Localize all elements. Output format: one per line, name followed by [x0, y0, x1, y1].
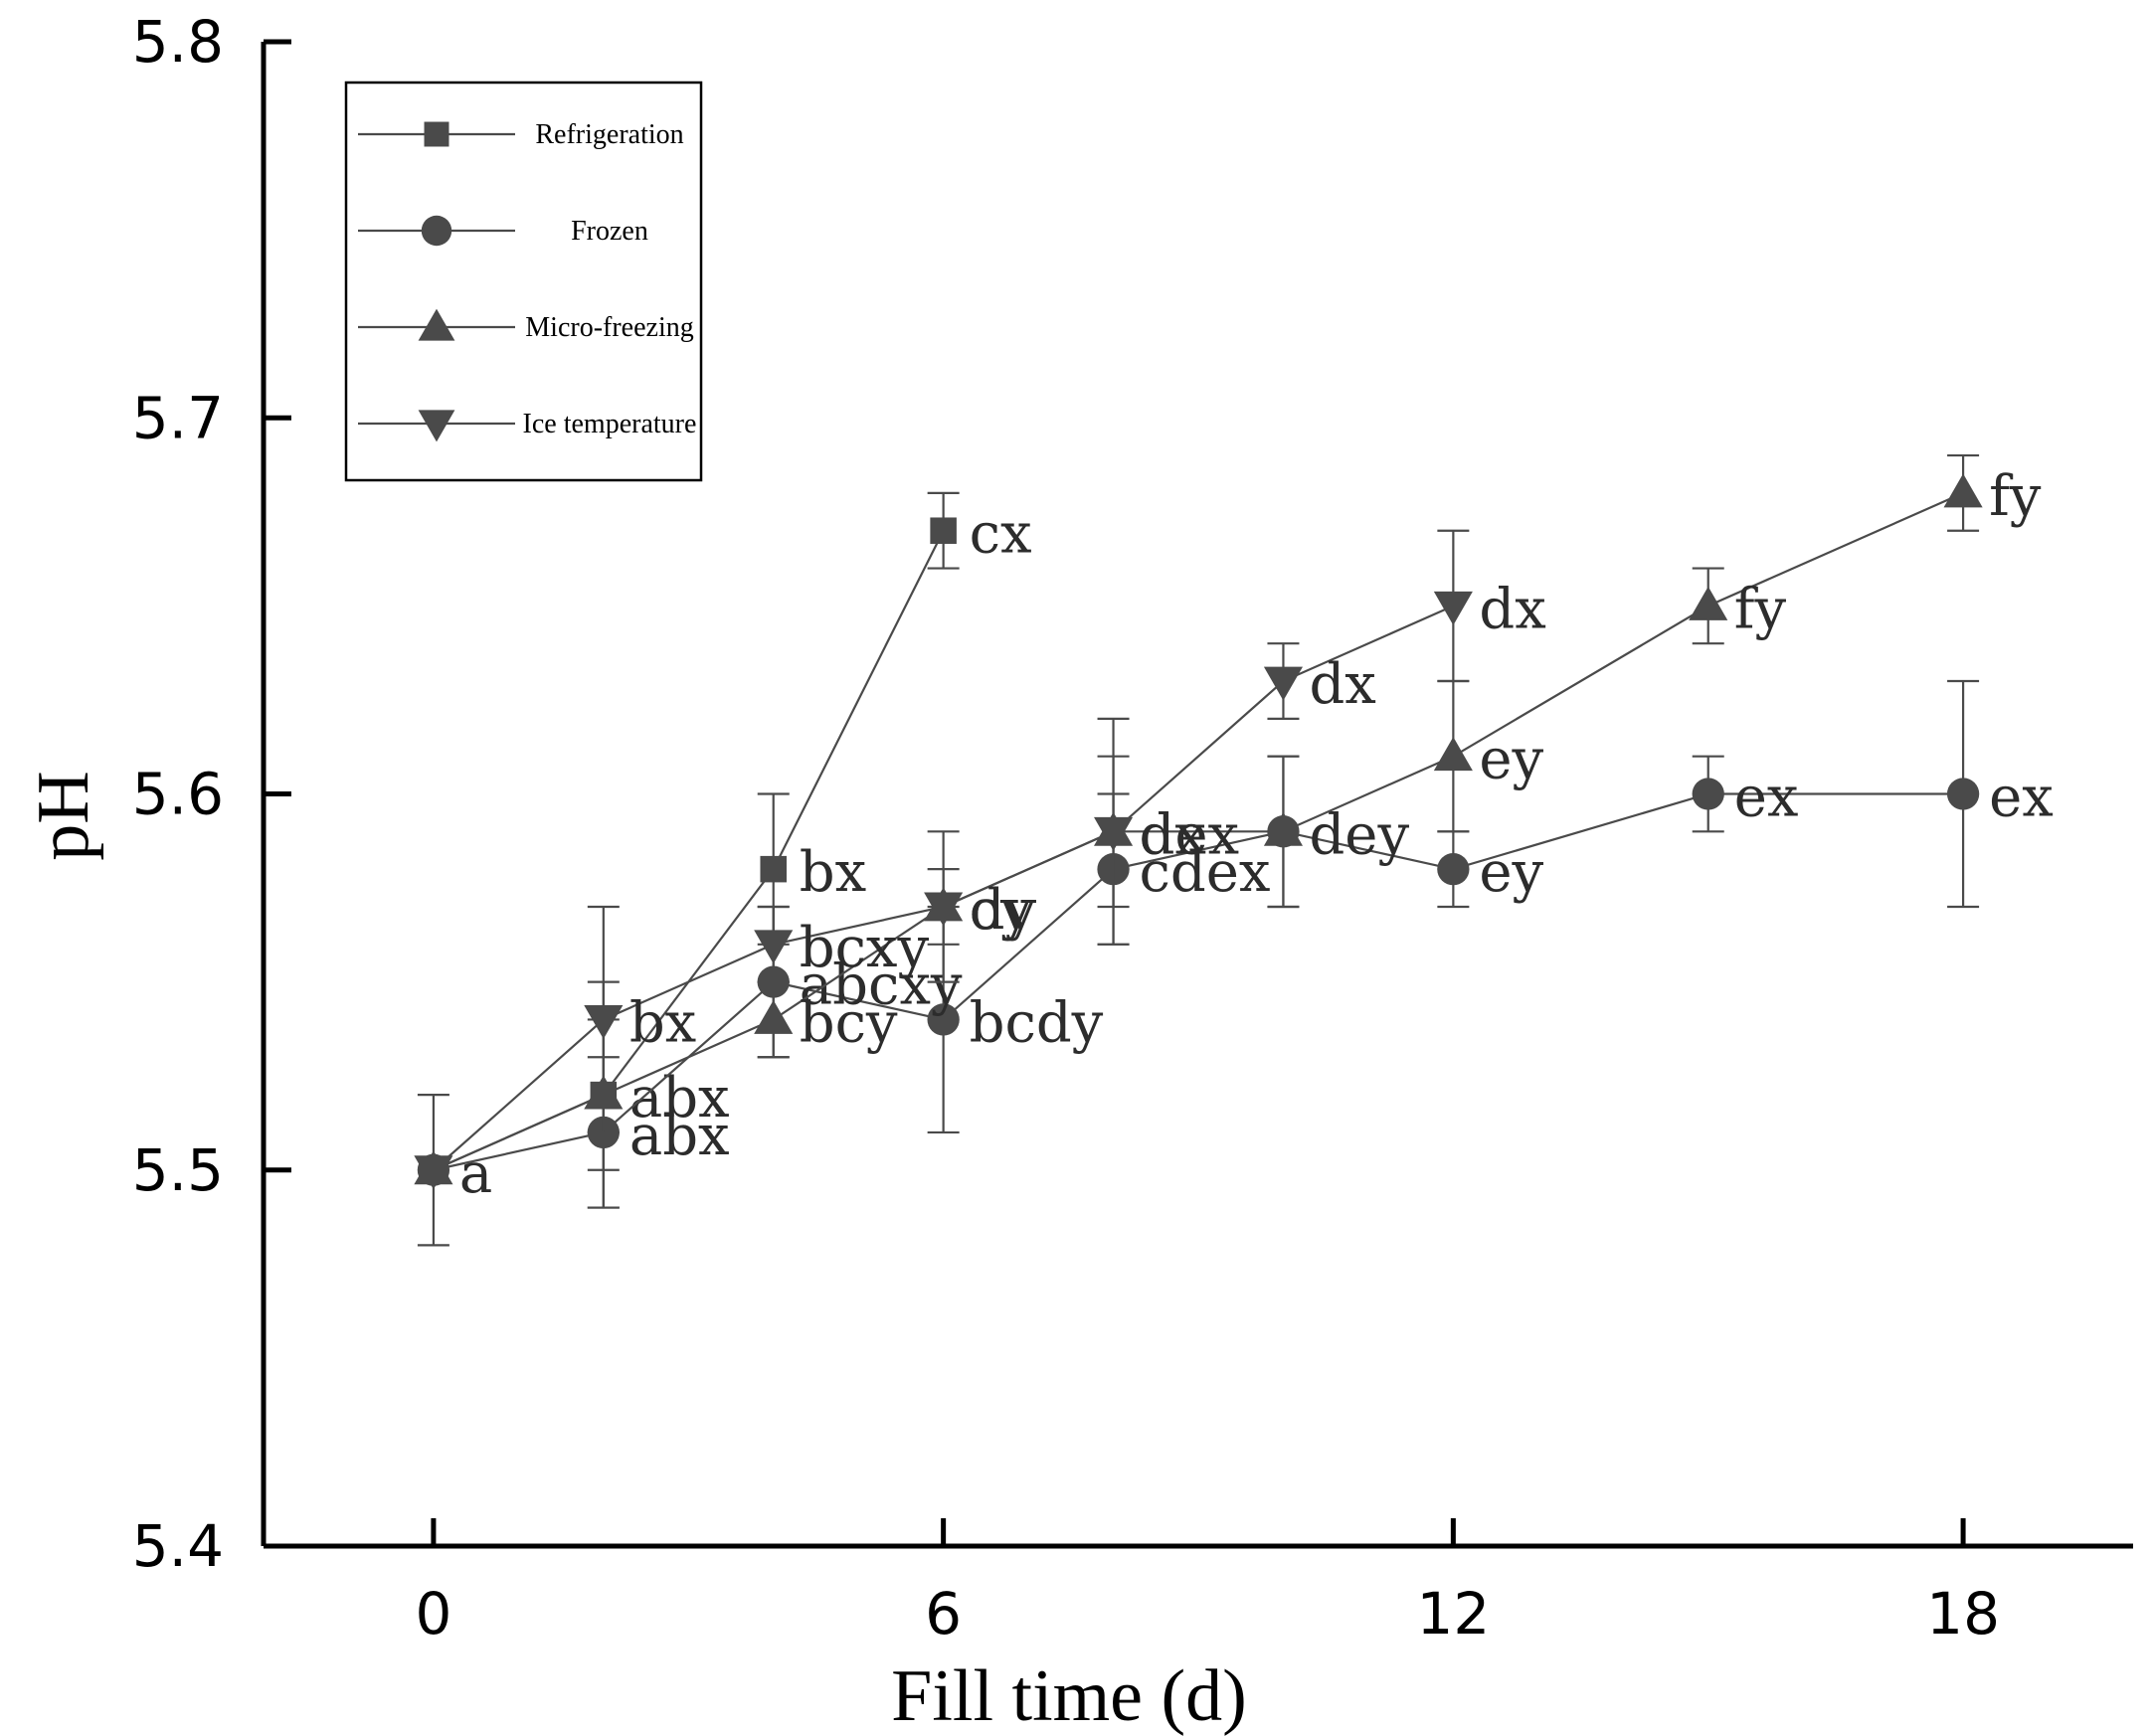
legend-label: Refrigeration — [535, 119, 683, 150]
data-label: abx — [629, 1104, 730, 1168]
data-label: dx — [1140, 802, 1206, 867]
data-point-ice-temperature — [1093, 816, 1134, 851]
data-label: ey — [1479, 840, 1543, 905]
legend-item-frozen: Frozen — [358, 215, 648, 247]
data-label: dx — [1479, 577, 1545, 641]
data-label: ex — [1734, 766, 1799, 830]
data-point-refrigeration — [760, 855, 787, 883]
data-label: dx — [1309, 652, 1375, 717]
data-point-micro-freezing — [1943, 473, 1983, 508]
data-label: bx — [800, 840, 866, 905]
y-tick-label: 5.5 — [132, 1136, 224, 1204]
x-tick-label: 6 — [925, 1580, 962, 1648]
data-point-frozen — [1946, 778, 1980, 810]
axes: 5.4 5.5 5.6 5.7 5.8 0 6 12 18 — [132, 8, 2133, 1648]
data-label: dex — [1140, 802, 1240, 867]
data-label: cy — [970, 878, 1032, 943]
data-label: bcy — [800, 990, 898, 1055]
legend-label: Micro-freezing — [525, 312, 693, 343]
data-label: dy — [970, 878, 1037, 943]
data-point-refrigeration — [930, 517, 957, 544]
legend-item-ice-temperature: Ice temperature — [358, 409, 697, 442]
legend-marker — [418, 410, 455, 442]
data-label: bx — [629, 990, 696, 1055]
data-label: ex — [1989, 766, 2054, 830]
data-point-ice-temperature — [584, 1005, 624, 1039]
data-point-ice-temperature — [754, 930, 794, 964]
y-tick-label: 5.6 — [132, 761, 224, 828]
x-tick-label: 18 — [1926, 1580, 2000, 1648]
x-tick-label: 0 — [415, 1580, 451, 1648]
y-tick-label: 5.7 — [132, 384, 224, 451]
data-point-micro-freezing — [1689, 586, 1728, 620]
data-point-frozen — [927, 1003, 960, 1036]
data-point-frozen — [1437, 853, 1470, 886]
data-point-ice-temperature — [1263, 666, 1304, 701]
data-point-micro-freezing — [754, 999, 794, 1034]
legend-marker — [424, 121, 449, 147]
x-axis-title: Fill time (d) — [891, 1655, 1247, 1736]
data-point-ice-temperature — [414, 1155, 453, 1190]
y-axis-title: pH — [23, 771, 104, 860]
legend-box — [344, 81, 703, 482]
legend-item-micro-freezing: Micro-freezing — [358, 308, 694, 343]
data-label: fy — [1989, 464, 2042, 529]
data-point-frozen — [1692, 778, 1724, 810]
data-point-ice-temperature — [1433, 591, 1473, 625]
data-label: cx — [970, 502, 1032, 567]
y-tick-label: 5.4 — [132, 1512, 224, 1580]
legend: Refrigeration Frozen Micro-freezing Ice tem… — [344, 81, 703, 482]
legend-marker — [418, 308, 455, 341]
data-point-micro-freezing — [1263, 811, 1304, 846]
data-point-ice-temperature — [924, 892, 964, 927]
data-label: cdex — [1140, 840, 1271, 905]
legend-item-refrigeration: Refrigeration — [358, 119, 684, 150]
data-label: bcxy — [800, 916, 930, 980]
legend-label: Ice temperature — [523, 409, 697, 439]
data-label: fy — [1734, 577, 1787, 641]
y-tick-label: 5.8 — [132, 8, 224, 76]
data-label: bcdy — [970, 990, 1104, 1055]
data-label: ey — [1479, 728, 1543, 792]
legend-marker — [421, 215, 452, 247]
data-point-micro-freezing — [1433, 737, 1473, 772]
legend-label: Frozen — [571, 216, 648, 247]
x-tick-label: 12 — [1416, 1580, 1490, 1648]
